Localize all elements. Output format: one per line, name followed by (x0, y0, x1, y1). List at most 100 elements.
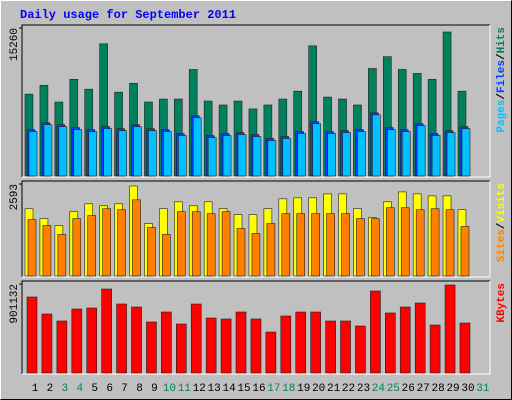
legend-separator: / (496, 93, 508, 100)
bar (103, 128, 112, 177)
bar (101, 288, 112, 374)
bar (88, 131, 98, 177)
bar (26, 296, 38, 374)
bar (73, 129, 83, 177)
x-tick-label: 31 (476, 383, 490, 395)
bar (163, 131, 172, 177)
panel-border-dark (21, 24, 490, 177)
bar (190, 303, 202, 374)
bar (341, 213, 350, 277)
x-tick-label: 30 (461, 383, 474, 395)
panel-border-light (22, 281, 491, 375)
bar (236, 228, 246, 277)
x-tick-label: 20 (312, 383, 325, 395)
bar (356, 218, 365, 277)
legend-entry: Visits (496, 183, 508, 223)
bar (267, 140, 277, 177)
bar (342, 132, 351, 177)
bar (459, 322, 471, 374)
x-tick-label: 6 (106, 383, 113, 395)
bar (147, 227, 156, 277)
legend-entry: Hits (496, 27, 508, 53)
bar (357, 131, 366, 177)
bar (445, 209, 455, 277)
bar (429, 324, 441, 374)
x-tick-label: 10 (163, 383, 176, 395)
bar (355, 325, 366, 374)
bar (235, 311, 247, 374)
x-tick-label: 17 (267, 383, 280, 395)
bar (385, 312, 396, 374)
bar (311, 213, 320, 277)
bar (41, 313, 53, 374)
bar (297, 133, 307, 177)
bar (414, 302, 426, 374)
bar (372, 114, 381, 177)
bar (148, 130, 157, 177)
bar (27, 219, 37, 277)
x-tick-label: 25 (387, 383, 400, 395)
x-tick-label: 3 (62, 383, 69, 395)
x-tick-label: 9 (151, 383, 158, 395)
bar (340, 320, 351, 374)
x-tick-label: 22 (342, 383, 355, 395)
bar (176, 323, 187, 374)
x-tick-label: 21 (327, 383, 341, 395)
x-tick-label: 23 (357, 383, 370, 395)
legend-entry: KBytes (496, 283, 508, 323)
bar (58, 126, 68, 177)
x-tick-label: 19 (297, 383, 310, 395)
x-tick-label: 5 (91, 383, 98, 395)
y-tick-label: 15260 (9, 28, 21, 61)
legend-entry: Files (496, 60, 508, 93)
bar (282, 138, 292, 177)
bar (117, 209, 126, 277)
bar (266, 223, 276, 277)
bar (71, 308, 83, 374)
bar (444, 284, 456, 374)
legend: Pages/Files/Hits (496, 27, 508, 133)
bar (178, 135, 187, 177)
bar (281, 213, 291, 277)
bar (191, 211, 201, 277)
bar (28, 131, 38, 177)
y-tick-label: 2593 (9, 184, 21, 210)
legend-entry: Sites (496, 229, 508, 262)
x-tick-label: 24 (372, 383, 386, 395)
bar (56, 320, 68, 374)
x-tick-label: 7 (121, 383, 128, 395)
bar (132, 199, 141, 277)
bar (431, 135, 441, 177)
bar (162, 234, 171, 277)
x-tick-label: 11 (178, 383, 192, 395)
x-tick-label: 29 (446, 383, 459, 395)
x-tick-label: 4 (76, 383, 83, 395)
bar (387, 129, 396, 177)
bar (296, 213, 306, 277)
bar (220, 318, 232, 374)
bar (326, 213, 335, 277)
x-tick-label: 18 (282, 383, 295, 395)
y-tick-label: 901132 (9, 284, 21, 324)
bar (192, 117, 202, 177)
x-tick-label: 26 (402, 383, 415, 395)
x-tick-label: 2 (47, 383, 54, 395)
bar (250, 318, 262, 374)
x-tick-label: 13 (208, 383, 221, 395)
bar (416, 125, 426, 177)
bar (371, 218, 380, 277)
bar (386, 207, 395, 277)
panel-border-dark (21, 180, 490, 277)
bar (401, 131, 411, 177)
bar (237, 134, 247, 177)
bar (370, 290, 381, 374)
bar (221, 211, 231, 277)
bar (102, 208, 111, 277)
chart-title: Daily usage for September 2011 (20, 8, 236, 22)
bar (177, 211, 186, 277)
legend-separator: / (496, 53, 508, 60)
bar (295, 311, 307, 374)
bar (131, 306, 142, 374)
